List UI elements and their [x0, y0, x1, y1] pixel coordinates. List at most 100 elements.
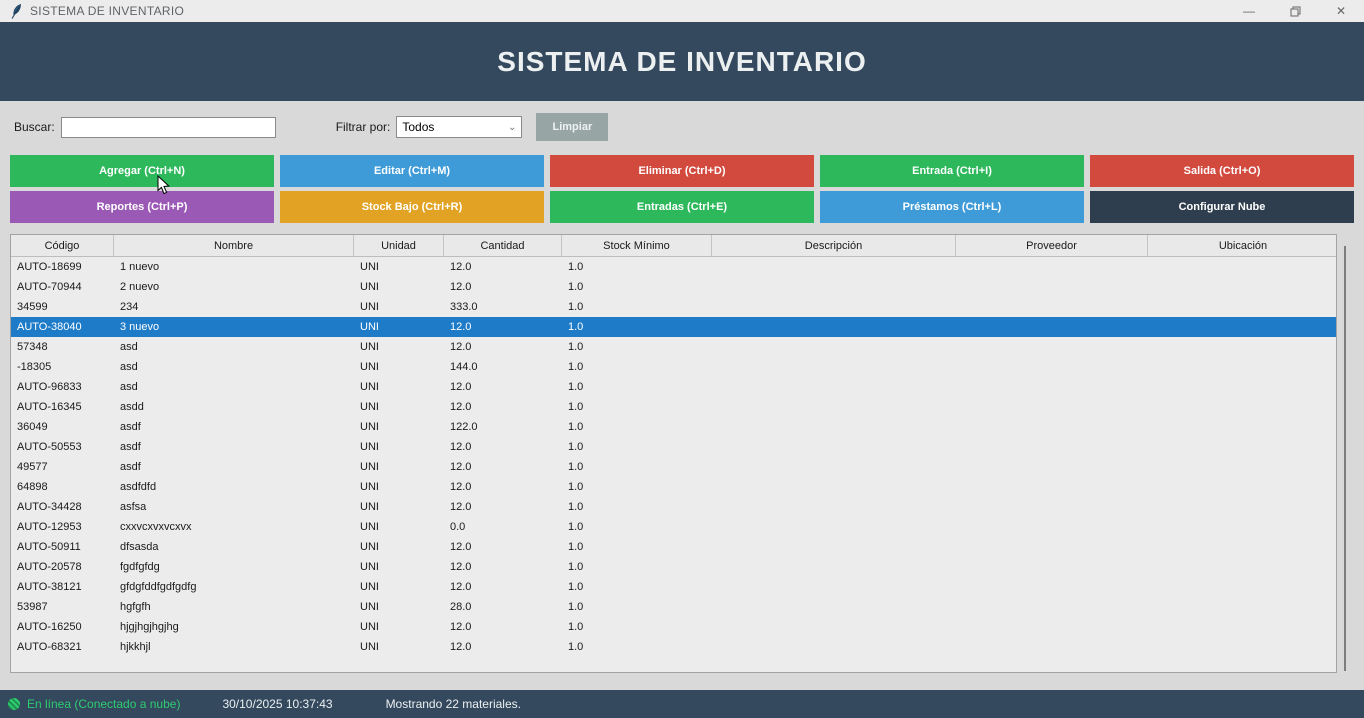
table-row[interactable]: AUTO-96833 asd UNI 12.0 1.0: [11, 377, 1336, 397]
table-header: Código Nombre Unidad Cantidad Stock Mínimo De…: [11, 235, 1336, 257]
table-cell: UNI: [360, 281, 379, 293]
search-input[interactable]: [60, 116, 276, 138]
table-cell: asd: [120, 361, 138, 373]
table-cell: 3 nuevo: [120, 321, 160, 333]
table-row[interactable]: AUTO-16345 asdd UNI 12.0 1.0: [11, 397, 1336, 417]
reportes-button[interactable]: Reportes (Ctrl+P): [10, 191, 274, 223]
table-row[interactable]: 53987 hgfgfh UNI 28.0 1.0: [11, 597, 1336, 617]
editar-button[interactable]: Editar (Ctrl+M): [280, 155, 544, 187]
table-cell: UNI: [360, 321, 379, 333]
table-row[interactable]: AUTO-38040 3 nuevo UNI 12.0 1.0: [11, 317, 1336, 337]
table-cell: [1148, 377, 1336, 397]
table-cell: 64898: [17, 481, 48, 493]
table-cell: [1148, 597, 1336, 617]
agregar-button[interactable]: Agregar (Ctrl+N): [10, 155, 274, 187]
table-cell: AUTO-50911: [17, 541, 81, 553]
table-row[interactable]: AUTO-50911 dfsasda UNI 12.0 1.0: [11, 537, 1336, 557]
salida-button[interactable]: Salida (Ctrl+O): [1090, 155, 1354, 187]
table-cell: 12.0: [450, 461, 472, 473]
table-cell: asd: [120, 381, 138, 393]
column-header[interactable]: Ubicación: [1218, 239, 1268, 252]
close-button[interactable]: ✕: [1335, 4, 1347, 18]
table-cell: 1.0: [568, 341, 584, 353]
scrollbar-thumb[interactable]: [1344, 246, 1346, 671]
vertical-scrollbar[interactable]: [1339, 234, 1352, 673]
titlebar: SISTEMA DE INVENTARIO — ✕: [0, 0, 1364, 22]
minimize-button[interactable]: —: [1243, 4, 1255, 18]
table-cell: cxxvcxvxvcxvx: [120, 521, 192, 533]
table-cell: UNI: [360, 301, 379, 313]
stock-bajo-button[interactable]: Stock Bajo (Ctrl+R): [280, 191, 544, 223]
eliminar-button[interactable]: Eliminar (Ctrl+D): [550, 155, 814, 187]
table-cell: 12.0: [450, 401, 472, 413]
table-cell: 1.0: [568, 521, 584, 533]
configurar-nube-button[interactable]: Configurar Nube: [1090, 191, 1354, 223]
table-row[interactable]: 57348 asd UNI 12.0 1.0: [11, 337, 1336, 357]
table-cell: [1148, 277, 1336, 297]
table-cell: 122.0: [450, 421, 478, 433]
table-row[interactable]: 64898 asdfdfd UNI 12.0 1.0: [11, 477, 1336, 497]
table-row[interactable]: AUTO-34428 asfsa UNI 12.0 1.0: [11, 497, 1336, 517]
app-header: SISTEMA DE INVENTARIO: [0, 22, 1364, 101]
column-header[interactable]: Unidad: [354, 235, 444, 256]
table-cell: AUTO-12953: [17, 521, 82, 533]
table-cell: [1148, 337, 1336, 357]
table-cell: AUTO-16345: [17, 401, 82, 413]
table-cell: [956, 617, 1148, 637]
column-header[interactable]: Stock Mínimo: [562, 235, 712, 256]
table-wrap: Código Nombre Unidad Cantidad Stock Mínimo De…: [10, 234, 1352, 673]
table-cell: fgdfgfdg: [120, 561, 160, 573]
table-cell: 1.0: [568, 641, 584, 653]
prestamos-button[interactable]: Préstamos (Ctrl+L): [820, 191, 1084, 223]
table-cell: 28.0: [450, 601, 472, 613]
table-cell: 234: [120, 301, 139, 313]
table-cell: 1.0: [568, 421, 584, 433]
table-row[interactable]: AUTO-16250 hjgjhgjhgjhg UNI 12.0 1.0: [11, 617, 1336, 637]
table-cell: [956, 517, 1148, 537]
filter-dropdown[interactable]: Todos ⌄: [396, 116, 523, 138]
table-row[interactable]: 36049 asdf UNI 122.0 1.0: [11, 417, 1336, 437]
table-row[interactable]: AUTO-68321 hjkkhjl UNI 12.0 1.0: [11, 637, 1336, 657]
table-cell: 57348: [17, 341, 48, 353]
column-header[interactable]: Código: [11, 235, 114, 256]
window-title: SISTEMA DE INVENTARIO: [30, 4, 185, 18]
table-cell: dfsasda: [120, 541, 159, 553]
column-header[interactable]: Descripción: [712, 235, 956, 256]
table-row[interactable]: -18305 asd UNI 144.0 1.0: [11, 357, 1336, 377]
table-cell: UNI: [360, 641, 379, 653]
table-row[interactable]: AUTO-38121 gfdgfddfgdfgdfg UNI 12.0 1.0: [11, 577, 1336, 597]
restore-button[interactable]: [1272, 0, 1318, 22]
table-row[interactable]: AUTO-18699 1 nuevo UNI 12.0 1.0: [11, 257, 1336, 277]
table-row[interactable]: AUTO-20578 fgdfgfdg UNI 12.0 1.0: [11, 557, 1336, 577]
table-cell: 1.0: [568, 541, 584, 553]
table-cell: 12.0: [450, 321, 472, 333]
table-cell: [956, 537, 1148, 557]
entradas-button[interactable]: Entradas (Ctrl+E): [550, 191, 814, 223]
status-timestamp: 30/10/2025 10:37:43: [222, 697, 333, 711]
table-row[interactable]: AUTO-70944 2 nuevo UNI 12.0 1.0: [11, 277, 1336, 297]
page-title: SISTEMA DE INVENTARIO: [497, 45, 867, 77]
table-row[interactable]: 34599 234 UNI 333.0 1.0: [11, 297, 1336, 317]
table-cell: asfsa: [120, 501, 147, 513]
table-row[interactable]: AUTO-50553 asdf UNI 12.0 1.0: [11, 437, 1336, 457]
entrada-button[interactable]: Entrada (Ctrl+I): [820, 155, 1084, 187]
table-cell: [956, 377, 1148, 397]
table-cell: 12.0: [450, 381, 472, 393]
column-header[interactable]: Cantidad: [444, 235, 562, 256]
table-cell: asd: [120, 341, 138, 353]
table-cell: [712, 397, 956, 417]
chevron-down-icon: ⌄: [507, 121, 517, 133]
table-cell: [712, 537, 956, 557]
column-header[interactable]: Nombre: [114, 235, 354, 256]
clear-button[interactable]: Limpiar: [536, 113, 609, 141]
table-cell: [1148, 297, 1336, 317]
column-header[interactable]: Proveedor: [956, 235, 1148, 256]
table-cell: UNI: [360, 541, 379, 553]
table-cell: hjkkhjl: [120, 641, 151, 653]
table-row[interactable]: AUTO-12953 cxxvcxvxvcxvx UNI 0.0 1.0: [11, 517, 1336, 537]
table-cell: [956, 497, 1148, 517]
table-cell: 12.0: [450, 541, 472, 553]
table-cell: 1.0: [568, 361, 584, 373]
table-row[interactable]: 49577 asdf UNI 12.0 1.0: [11, 457, 1336, 477]
table-cell: [712, 437, 956, 457]
